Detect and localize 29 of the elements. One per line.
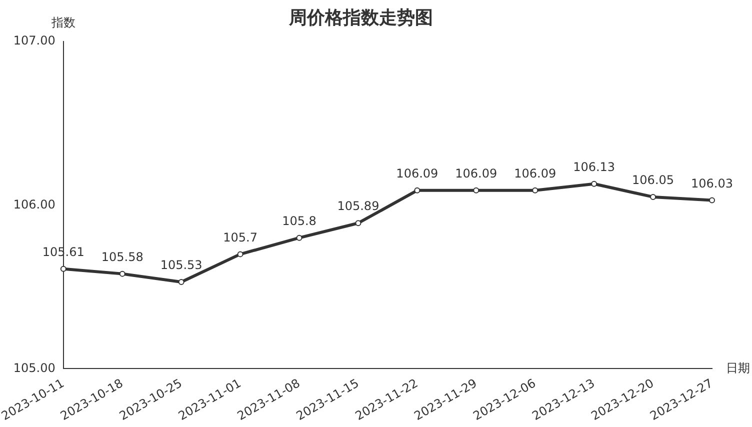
y-tick-label: 106.00 — [13, 197, 56, 212]
y-tick-label: 105.00 — [13, 360, 56, 375]
data-label: 106.13 — [573, 160, 616, 174]
data-label: 105.58 — [101, 250, 144, 264]
point — [237, 251, 244, 258]
y-axis-title: 指数 — [50, 16, 76, 30]
data-label: 106.05 — [632, 173, 674, 188]
point — [650, 194, 656, 200]
y-tick-label: 107.00 — [13, 34, 56, 48]
data-label: 105.8 — [282, 214, 316, 228]
x-axis-title: 日期 — [726, 360, 750, 375]
chart-title: 周价格指数走势图 — [288, 7, 433, 28]
point — [473, 187, 480, 194]
data-label: 105.53 — [160, 258, 202, 272]
point — [414, 187, 420, 194]
data-label: 105.89 — [337, 199, 380, 214]
data-label: 105.7 — [223, 230, 258, 244]
point — [709, 197, 715, 204]
data-label: 106.09 — [455, 166, 498, 181]
point — [119, 270, 126, 277]
point — [591, 180, 598, 187]
point — [60, 266, 66, 272]
point — [296, 234, 302, 241]
point — [532, 187, 538, 194]
data-label: 106.09 — [514, 166, 556, 181]
point — [178, 278, 184, 285]
point — [355, 220, 362, 226]
data-label: 106.09 — [396, 166, 438, 181]
data-label: 106.03 — [691, 176, 733, 190]
